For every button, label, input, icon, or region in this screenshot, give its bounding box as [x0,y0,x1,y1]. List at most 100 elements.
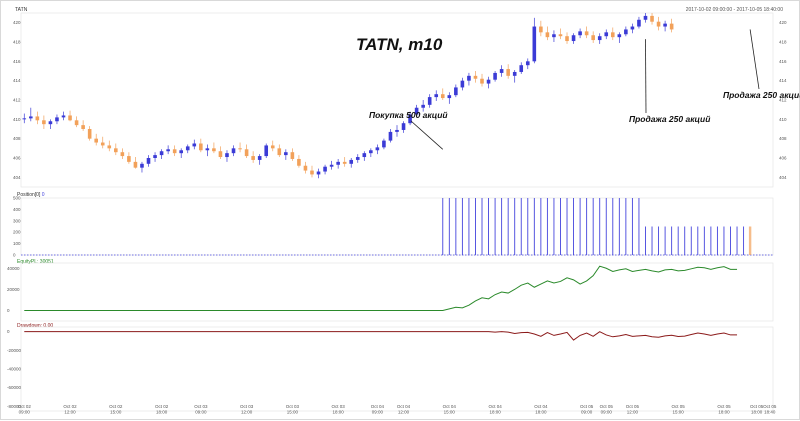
annotation-arrow [410,120,444,150]
candle-body [166,149,170,152]
price-tick-left: 412 [13,98,21,103]
price-tick-left: 404 [13,175,21,180]
candle-body [146,158,151,164]
candle-body [284,152,288,156]
x-tick-date: Oct 03 [286,404,300,409]
candle-body [480,78,484,84]
candle-body [375,147,380,151]
candle-body [584,31,589,36]
candle-body [610,32,615,38]
drawdown-tick: -60000 [7,385,22,390]
annotation-text: Покупка 500 акций [369,110,448,120]
candle-body [277,148,282,156]
price-tick-right: 418 [779,40,787,45]
drawdown-pane-label: Drawdown: 0.00 [17,323,54,329]
pane-border [20,326,774,412]
candle-body [532,26,537,62]
annotation-text: Продажа 250 акций [629,114,711,124]
candle-body [624,29,628,35]
candle-body [22,118,27,120]
candle-body [388,131,393,141]
candle-body [663,23,667,27]
candle-body [427,97,432,105]
equity-tick: 20000 [7,287,20,292]
candle-body [35,116,40,121]
candle-body [192,143,197,147]
candle-body [316,171,321,175]
drawdown-series [24,331,738,341]
x-tick-date: Oct 04 [443,404,457,409]
candle-body [440,94,445,99]
candle-body [506,69,510,76]
symbol-label: TATN [15,7,28,13]
candle-body [205,148,210,151]
x-tick-time: 15:00 [287,410,299,415]
candle-body [467,75,471,81]
candle-body [434,94,439,98]
annotation-arrow [645,39,647,114]
x-tick-time: 15:00 [444,410,456,415]
grid-lines [20,12,774,412]
x-tick-time: 12:00 [64,410,76,415]
candle-body [552,34,556,38]
candle-body [159,151,164,156]
x-tick-time: 18:00 [156,410,168,415]
position-tick: 200 [13,230,21,235]
candle-body [454,87,458,96]
candle-body [512,71,517,76]
price-tick-left: 418 [13,40,21,45]
x-tick-time: 09:00 [581,410,593,415]
x-tick-time: 12:00 [398,410,410,415]
candle-body [336,161,340,165]
position-tick: 400 [13,207,21,212]
pane-border [20,197,774,256]
candle-body [401,123,406,130]
candle-body [42,120,46,125]
candle-body [669,23,674,30]
x-tick-date: Oct 04 [534,404,548,409]
x-tick-date: Oct 05 [600,404,614,409]
candle-body [212,148,216,152]
drawdown-tick: -20000 [7,348,22,353]
x-tick-date: Oct 04 [397,404,411,409]
price-tick-left: 416 [13,59,21,64]
candle-body [473,75,478,79]
candle-body [525,61,530,66]
candle-body [185,146,190,151]
drawdown-tick: -80000 [7,404,22,409]
x-tick-date: Oct 05 [763,404,777,409]
price-tick-right: 408 [779,136,787,141]
x-tick-date: Oct 03 [240,404,254,409]
x-tick-time: 18:00 [718,410,730,415]
candle-body [539,26,543,33]
position-series [21,198,773,256]
price-tick-left: 410 [13,117,21,122]
candle-body [578,31,582,36]
trade-annotations: Покупка 500 акций Продажа 250 акций Продаж… [369,29,800,150]
candle-body [643,15,648,20]
equity-series [24,265,738,311]
candle-body [29,116,33,119]
x-tick-date: Oct 02 [109,404,123,409]
position-tick: 300 [13,218,21,223]
x-tick-date: Oct 05 [750,404,764,409]
x-tick-date: Oct 03 [194,404,208,409]
candle-body [604,32,609,37]
chart-title: TATN, m10 [356,35,443,54]
candle-body [297,158,301,166]
candle-body [493,72,497,80]
candle-body [565,36,569,42]
x-tick-time: 12:00 [241,410,253,415]
candle-body [460,80,465,88]
candle-body [656,21,661,27]
x-tick-date: Oct 02 [63,404,77,409]
candle-body [591,35,595,41]
price-tick-right: 404 [779,175,787,180]
x-tick-time: 18:00 [535,410,547,415]
x-tick-time: 18:00 [489,410,501,415]
candle-body [362,153,367,158]
candle-body [323,166,327,172]
candle-body [238,148,242,150]
